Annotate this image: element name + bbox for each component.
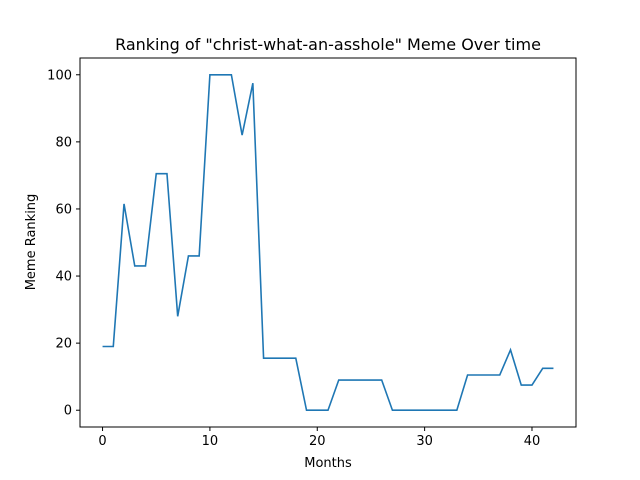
- plot-area: [102, 73, 554, 412]
- x-tick-label: 20: [309, 434, 326, 449]
- y-tick-label: 40: [55, 270, 72, 285]
- y-axis-label: Meme Ranking: [24, 194, 39, 291]
- x-tick-label: 10: [202, 434, 219, 449]
- x-tick-label: 0: [98, 434, 106, 449]
- x-axis-label: Months: [304, 456, 352, 471]
- y-tick-label: 100: [47, 68, 72, 83]
- axis-ticks: 0 10 20 30 40 0 20 40 60 80 100: [47, 68, 540, 449]
- y-tick-label: 0: [64, 404, 72, 419]
- series-line-0: [102, 73, 554, 412]
- axes-frame: [79, 57, 577, 428]
- chart-title: Ranking of "christ-what-an-asshole" Meme…: [115, 35, 541, 54]
- y-tick-label: 60: [55, 202, 72, 217]
- x-tick-label: 40: [524, 434, 541, 449]
- y-tick-label: 80: [55, 135, 72, 150]
- x-tick-label: 30: [416, 434, 433, 449]
- y-tick-label: 20: [55, 337, 72, 352]
